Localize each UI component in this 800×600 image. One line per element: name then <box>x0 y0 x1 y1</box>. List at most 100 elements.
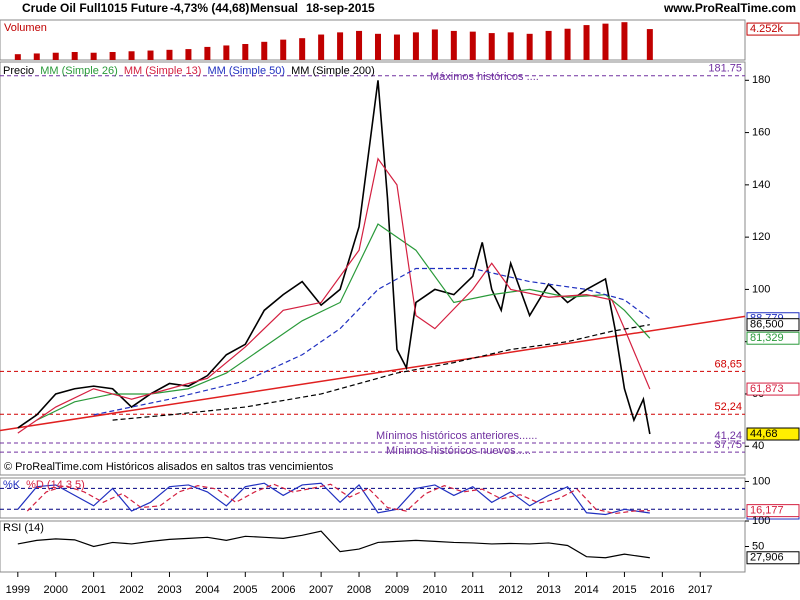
last-value-box <box>746 331 800 345</box>
last-value-box <box>746 318 800 332</box>
volume-panel <box>0 19 746 61</box>
volume-bar <box>242 44 249 60</box>
series-line <box>17 157 651 434</box>
annotation: Máximos históricos .... <box>430 71 539 83</box>
volume-bar <box>14 54 21 60</box>
legend-entry: MM (Simple 26) <box>40 65 118 77</box>
legend-entry: MM (Simple 50) <box>207 65 285 77</box>
volume-bar <box>412 32 419 60</box>
x-tick-label: 2011 <box>461 584 485 596</box>
series-line <box>26 483 650 515</box>
x-tick-label: 2013 <box>536 584 560 596</box>
price-panel <box>0 61 746 476</box>
header-change: -4,73% (44,68) <box>170 1 249 15</box>
x-tick-label: 2015 <box>612 584 636 596</box>
volume-bar <box>185 49 192 60</box>
series-line <box>93 267 651 416</box>
volume-bar <box>52 52 59 60</box>
last-value-label: 4.252k <box>750 23 784 35</box>
y-tick-label: 100 <box>752 515 770 527</box>
x-tick-label: 2014 <box>574 584 598 596</box>
x-tick-label: 2006 <box>271 584 295 596</box>
annotation: Mínimos históricos nuevos..... <box>386 445 531 457</box>
level-label: 68,65 <box>714 358 742 370</box>
x-tick-label: 2002 <box>119 584 143 596</box>
stochastic-panel <box>0 477 746 519</box>
series-line <box>17 80 651 435</box>
y-tick-label: 100 <box>752 475 770 487</box>
last-value-box <box>746 427 800 441</box>
y-tick-label: 40 <box>752 440 764 452</box>
volume-bar <box>526 33 533 60</box>
legend-entry: Precio <box>3 65 34 77</box>
last-value-label: 81,329 <box>750 332 784 344</box>
x-tick-label: 2012 <box>498 584 522 596</box>
level-label: 41,24 <box>714 430 742 442</box>
x-tick-label: 2007 <box>309 584 333 596</box>
x-tick-label: 2003 <box>157 584 181 596</box>
volume-bar <box>507 32 514 60</box>
y-tick-label: 50 <box>752 540 764 552</box>
last-value-label: 86,500 <box>750 319 784 331</box>
volume-bar <box>318 34 325 60</box>
x-tick-label: 2001 <box>81 584 105 596</box>
last-value-label: 61,873 <box>750 383 784 395</box>
legend-entry: RSI (14) <box>3 522 44 534</box>
x-tick-label: 1999 <box>6 584 30 596</box>
header-site: www.ProRealTime.com <box>663 1 796 15</box>
y-tick-label: 180 <box>752 74 770 86</box>
legend-entry: %K <box>3 479 21 491</box>
y-tick-label: 140 <box>752 179 770 191</box>
volume-bar <box>223 45 230 60</box>
legend-entry: %D (14 3 5) <box>26 479 85 491</box>
last-value-box <box>746 382 800 396</box>
volume-title: Volumen <box>4 22 47 34</box>
volume-bar <box>90 52 97 60</box>
y-tick-label: 120 <box>752 231 770 243</box>
volume-bar <box>646 29 653 60</box>
volume-bar <box>128 51 135 60</box>
legend-entry: MM (Simple 200) <box>291 65 375 77</box>
last-value-label: 16,177 <box>750 505 784 517</box>
volume-bar <box>337 32 344 60</box>
x-tick-label: 2000 <box>43 584 67 596</box>
series-line <box>17 482 650 516</box>
volume-bar <box>469 31 476 60</box>
last-value-box <box>746 504 800 518</box>
volume-bar <box>602 23 609 60</box>
header-period: Mensual <box>250 1 298 15</box>
volume-bar <box>204 46 211 60</box>
volume-bar <box>431 29 438 60</box>
x-tick-label: 2005 <box>233 584 257 596</box>
last-value-box <box>746 551 800 565</box>
x-tick-label: 2004 <box>195 584 219 596</box>
volume-bar <box>545 30 552 60</box>
last-value-label: 44,68 <box>750 428 778 440</box>
x-tick-label: 2010 <box>423 584 447 596</box>
volume-bar <box>166 49 173 60</box>
volume-bar <box>393 34 400 60</box>
y-tick-label: 160 <box>752 126 770 138</box>
volume-bar <box>564 28 571 60</box>
x-tick-label: 2009 <box>385 584 409 596</box>
last-value-label: 27,906 <box>750 552 784 564</box>
level-label: 181.75 <box>708 63 742 75</box>
x-tick-label: 2008 <box>347 584 371 596</box>
last-value-box <box>746 22 800 36</box>
x-tick-label: 2017 <box>688 584 712 596</box>
volume-bar <box>261 41 268 60</box>
header-date: 18-sep-2015 <box>306 1 375 15</box>
volume-bar <box>299 38 306 60</box>
volume-bar <box>280 39 287 60</box>
volume-bar <box>488 33 495 60</box>
volume-bar <box>583 25 590 60</box>
rsi-panel <box>0 520 746 573</box>
footnote: © ProRealTime.com Históricos alisados en… <box>4 461 334 473</box>
volume-bar <box>33 53 40 60</box>
volume-bar <box>450 30 457 60</box>
header-title: Crude Oil Full1015 Future <box>22 1 168 15</box>
volume-bar <box>109 52 116 60</box>
trend-line <box>0 315 746 432</box>
volume-bar <box>356 30 363 60</box>
